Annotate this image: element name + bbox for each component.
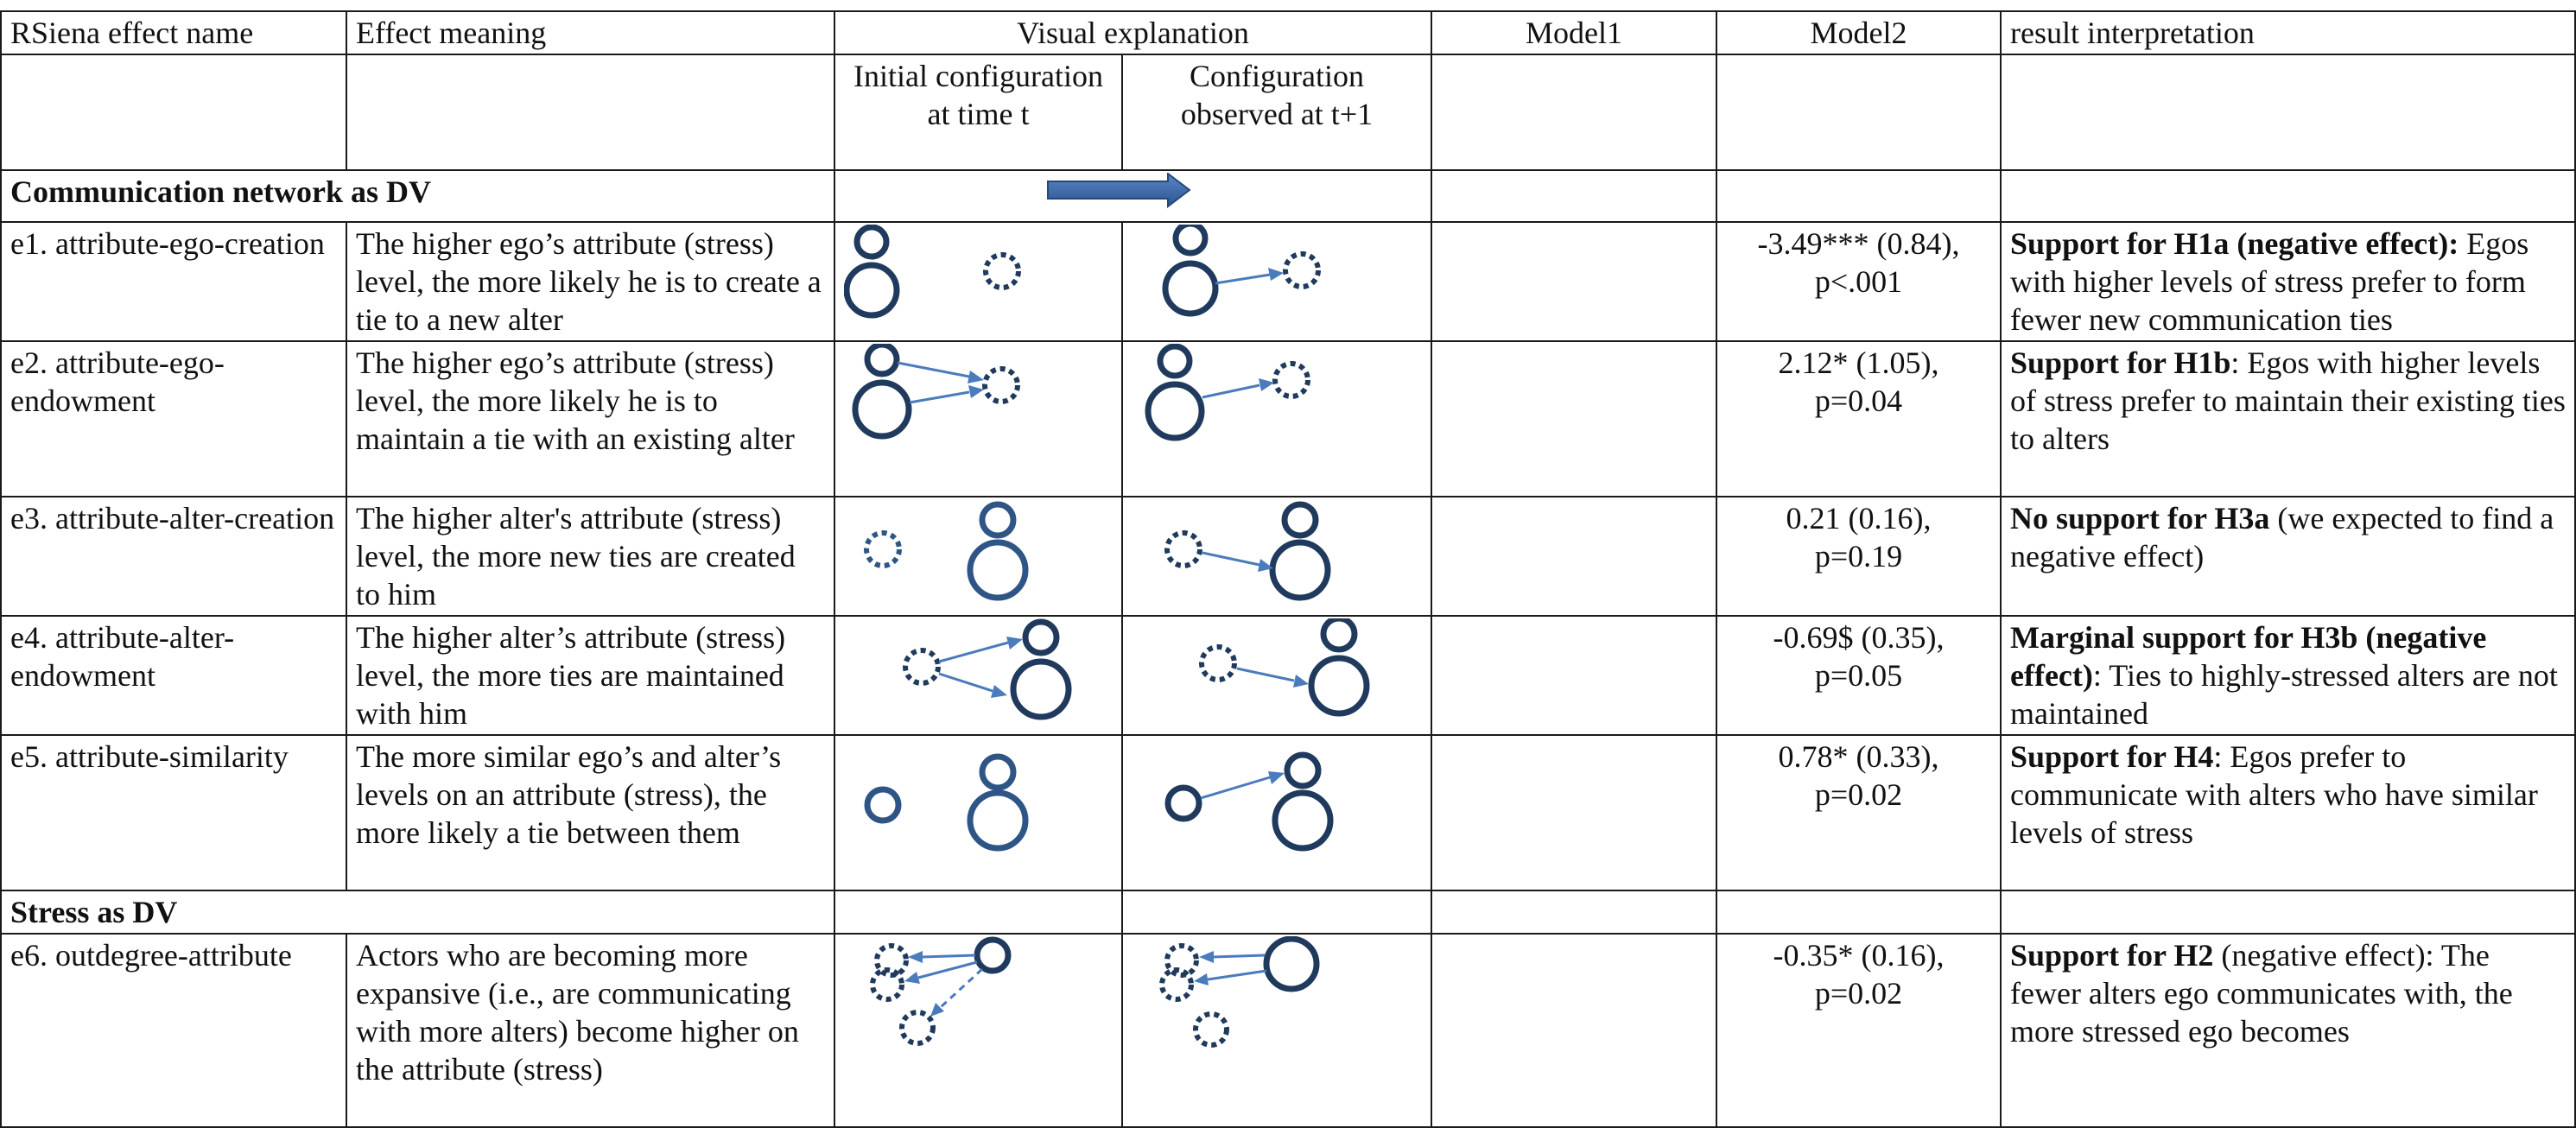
model2-value: 0.21 (0.16), p=0.19: [1716, 496, 2002, 617]
visual-observed: [1121, 933, 1432, 1128]
diagram-initial-e3: [864, 501, 1029, 601]
model2-value: -0.69$ (0.35), p=0.05: [1716, 615, 2002, 736]
effect-meaning: The higher alter’s attribute (stress) le…: [346, 615, 835, 736]
diagram-initial-e4: [903, 618, 1072, 720]
effect-meaning: The higher ego’s attribute (stress) leve…: [346, 340, 835, 497]
subheader-row: Initial configuration at time t Configur…: [0, 54, 2576, 171]
diagram-observed-e4: [1199, 618, 1370, 717]
visual-initial: [834, 340, 1123, 497]
section-title-communication: Communication network as DV: [0, 169, 835, 223]
result-interpretation: Support for H1a (negative effect): Egos …: [2000, 221, 2576, 342]
table-row: e3. attribute-alter-creation The higher …: [0, 496, 2576, 617]
effect-meaning: Actors who are becoming more expansive (…: [346, 933, 835, 1128]
effect-name: e1. attribute-ego-creation: [0, 221, 347, 342]
model1-value: [1431, 734, 1717, 891]
big-right-arrow: [1047, 172, 1191, 209]
section-title-stress: Stress as DV: [0, 890, 835, 935]
visual-initial: [834, 734, 1123, 891]
header-model1: Model1: [1431, 10, 1717, 55]
result-interpretation: No support for H3a (we expected to find …: [2000, 496, 2576, 617]
visual-observed: [1121, 734, 1432, 891]
model1-value: [1431, 615, 1717, 736]
model2-value: -3.49*** (0.84), p<.001: [1716, 221, 2002, 342]
result-interpretation: Marginal support for H3b (negative effec…: [2000, 615, 2576, 736]
table-row: e6. outdegree-attribute Actors who are b…: [0, 933, 2576, 1128]
effect-meaning: The more similar ego’s and alter’s level…: [346, 734, 835, 891]
visual-observed: [1121, 615, 1432, 736]
effect-name: e6. outdegree-attribute: [0, 933, 347, 1128]
visual-observed: [1121, 340, 1432, 497]
visual-initial: [834, 221, 1123, 342]
model2-value: 2.12* (1.05), p=0.04: [1716, 340, 2002, 497]
diagram-initial-e5: [864, 753, 1029, 852]
effect-meaning: The higher ego’s attribute (stress) leve…: [346, 221, 835, 342]
visual-initial: [834, 933, 1123, 1128]
diagram-observed-e1: [1162, 225, 1321, 317]
diagram-observed-e6: [1159, 936, 1320, 1048]
diagram-observed-e5: [1164, 751, 1334, 852]
subheader-initial: Initial configuration at time t: [834, 54, 1123, 171]
table-row: e4. attribute-alter-endowment The higher…: [0, 615, 2576, 736]
effect-name: e3. attribute-alter-creation: [0, 496, 347, 617]
effect-name: e4. attribute-alter-endowment: [0, 615, 347, 736]
section-stress-row: Stress as DV: [0, 890, 2576, 935]
visual-initial: [834, 496, 1123, 617]
header-model2: Model2: [1716, 10, 2002, 55]
header-visual-explanation: Visual explanation: [834, 10, 1432, 55]
result-interpretation: Support for H2 (negative effect): The fe…: [2000, 933, 2576, 1128]
result-interpretation: Support for H4: Egos prefer to communica…: [2000, 734, 2576, 891]
model1-value: [1431, 496, 1717, 617]
model1-value: [1431, 221, 1717, 342]
header-result-interpretation: result interpretation: [2000, 10, 2576, 55]
effect-name: e2. attribute-ego-endowment: [0, 340, 347, 497]
effect-name: e5. attribute-similarity: [0, 734, 347, 891]
header-effect-name: RSiena effect name: [0, 10, 347, 55]
model1-value: [1431, 340, 1717, 497]
effects-table: RSiena effect name Effect meaning Visual…: [0, 10, 2576, 1128]
header-row: RSiena effect name Effect meaning Visual…: [0, 10, 2576, 55]
model2-value: -0.35* (0.16), p=0.02: [1716, 933, 2002, 1128]
subheader-observed: Configuration observed at t+1: [1121, 54, 1432, 171]
diagram-initial-e1: [844, 225, 1021, 319]
table-row: e2. attribute-ego-endowment The higher e…: [0, 340, 2576, 497]
diagram-observed-e2: [1145, 344, 1310, 441]
section-communication-row: Communication network as DV: [0, 169, 2576, 223]
model1-value: [1431, 933, 1717, 1128]
model2-value: 0.78* (0.33), p=0.02: [1716, 734, 2002, 891]
diagram-initial-e2: [852, 344, 1020, 440]
visual-initial: [834, 615, 1123, 736]
table-row: e5. attribute-similarity The more simila…: [0, 734, 2576, 891]
visual-observed: [1121, 496, 1432, 617]
big-arrow-cell: [834, 169, 1432, 223]
table-row: e1. attribute-ego-creation The higher eg…: [0, 221, 2576, 342]
effect-meaning: The higher alter's attribute (stress) le…: [346, 496, 835, 617]
diagram-observed-e3: [1164, 501, 1331, 601]
header-effect-meaning: Effect meaning: [346, 10, 835, 55]
diagram-initial-e6: [870, 936, 1012, 1046]
visual-observed: [1121, 221, 1432, 342]
result-interpretation: Support for H1b: Egos with higher levels…: [2000, 340, 2576, 497]
